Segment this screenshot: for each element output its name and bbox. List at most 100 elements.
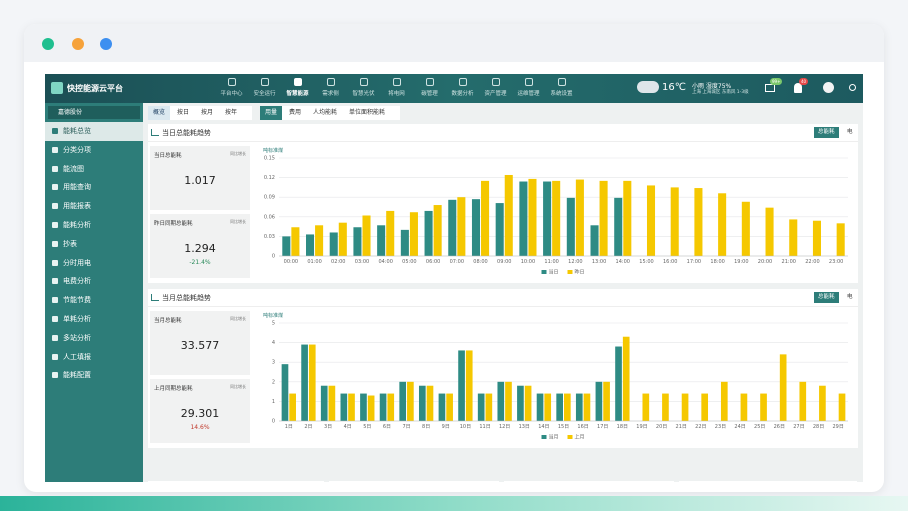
tab[interactable]: 人均能耗: [313, 109, 338, 116]
filter-button[interactable]: 气: [861, 292, 863, 303]
filter-button[interactable]: 总能耗: [814, 127, 839, 138]
bar: [426, 385, 434, 421]
nav-item[interactable]: 平台中心: [215, 77, 248, 101]
site-select[interactable]: 嘉德股份: [48, 106, 140, 119]
filter-button[interactable]: 气: [861, 127, 863, 138]
x-tick-label: 23日: [715, 424, 726, 430]
nav-item[interactable]: 需求侧: [314, 77, 347, 101]
filter-button[interactable]: 总能耗: [814, 292, 839, 303]
menu-item[interactable]: 节能节费: [45, 291, 143, 310]
card-value: 29.301: [180, 407, 220, 420]
x-tick-label: 12:00: [568, 259, 582, 265]
tab[interactable]: 单位面积能耗: [349, 109, 386, 116]
menu-item[interactable]: 电费分析: [45, 272, 143, 291]
nav-item[interactable]: 运维管理: [512, 77, 545, 101]
bar: [740, 393, 748, 421]
menu-item[interactable]: 用能报表: [45, 197, 143, 216]
nav-label: 资产管理: [484, 91, 507, 97]
bar: [320, 385, 328, 421]
nav-icon: [326, 78, 335, 86]
x-tick-label: 20:00: [758, 259, 772, 265]
weather-desc: 小雨 湿度75%: [692, 83, 732, 90]
avatar[interactable]: [823, 82, 834, 93]
x-tick-label: 21:00: [782, 259, 796, 265]
nav-item[interactable]: 碳管理: [413, 77, 446, 101]
panel: 当日总能耗趋势总能耗电气水当日总能耗同比增长1.017昨日同期总能耗同比增长1.…: [148, 124, 858, 283]
menu-item[interactable]: 单耗分析: [45, 310, 143, 329]
y-axis-label: 吨标准煤: [263, 147, 283, 154]
nav-item[interactable]: 智慧光伏: [347, 77, 380, 101]
x-tick-label: 20日: [656, 424, 667, 430]
card-value: 33.577: [180, 339, 220, 352]
bar: [338, 222, 347, 256]
legend-swatch: [567, 435, 573, 439]
x-tick-label: 13日: [519, 424, 530, 430]
filter-button[interactable]: 电: [847, 129, 853, 135]
bar: [799, 381, 807, 421]
menu-item[interactable]: 人工填报: [45, 348, 143, 367]
x-tick-label: 26日: [774, 424, 785, 430]
tab[interactable]: 概览: [148, 106, 171, 120]
bar: [590, 225, 599, 256]
nav-item[interactable]: 资产管理: [479, 77, 512, 101]
y-tick-label: 0.06: [264, 214, 275, 220]
y-tick-label: 0.12: [264, 175, 275, 181]
bar: [662, 393, 669, 421]
tab[interactable]: 费用: [289, 109, 302, 116]
bar: [720, 381, 728, 421]
x-tick-label: 08:00: [473, 259, 487, 265]
nav-item[interactable]: 将电网: [380, 77, 413, 101]
bar: [838, 393, 846, 421]
filter-button[interactable]: 电: [847, 294, 853, 300]
bar: [575, 179, 584, 256]
divider: [148, 141, 858, 142]
tab[interactable]: 按日: [177, 109, 190, 116]
nav-item[interactable]: 安全运行: [248, 77, 281, 101]
menu-item[interactable]: 能流图: [45, 160, 143, 179]
menu-item[interactable]: 能耗总览: [45, 122, 143, 141]
menu-item[interactable]: 分类分项: [45, 141, 143, 160]
y-tick-label: 5: [272, 321, 275, 327]
nav-item[interactable]: 智慧能源: [281, 77, 314, 101]
nav-icon: [524, 78, 533, 86]
menu-item[interactable]: 抄表: [45, 235, 143, 254]
bar: [282, 236, 291, 256]
nav-icon: [227, 78, 236, 86]
bar: [291, 227, 300, 256]
x-tick-label: 19:00: [734, 259, 748, 265]
card-label: 当日总能耗: [154, 153, 182, 159]
bar: [315, 225, 324, 256]
settings-icon[interactable]: [849, 84, 856, 91]
x-tick-label: 14:00: [616, 259, 630, 265]
x-tick-label: 15:00: [639, 259, 653, 265]
bar: [360, 393, 367, 421]
card-change: -21.4%: [189, 259, 211, 266]
bar: [433, 205, 442, 256]
header: 快控能源云平台 16℃ 小雨 湿度75% 上海 上海城区 东南风 1-3级 平台…: [45, 74, 863, 103]
menu-item[interactable]: 分时用电: [45, 254, 143, 273]
tab[interactable]: 按月: [201, 109, 214, 116]
bar: [400, 229, 409, 256]
x-tick-label: 2日: [304, 424, 312, 430]
menu-item[interactable]: 多站分析: [45, 329, 143, 348]
nav-item[interactable]: 数据分析: [446, 77, 479, 101]
bell-icon[interactable]: [794, 83, 802, 93]
nav-icon: [458, 78, 467, 86]
card-note: 同比增长: [230, 219, 246, 224]
menu-item[interactable]: 用能查询: [45, 178, 143, 197]
x-tick-label: 06:00: [426, 259, 440, 265]
x-tick-label: 16日: [577, 424, 588, 430]
tab[interactable]: 用量: [260, 106, 283, 120]
nav-item[interactable]: 系统设置: [545, 77, 578, 101]
mail-icon[interactable]: [765, 84, 775, 92]
x-tick-label: 29日: [833, 424, 844, 430]
x-tick-label: 15日: [558, 424, 569, 430]
chart: 吨标准煤 0 0.03 0.06 0.09 0.12 0.15 00:00 01:00 02:00…: [263, 147, 848, 276]
temperature: 16℃: [662, 82, 686, 93]
menu-item[interactable]: 能耗配置: [45, 366, 143, 385]
tab[interactable]: 按年: [225, 109, 238, 116]
menu-item[interactable]: 能耗分析: [45, 216, 143, 235]
bar: [642, 393, 650, 421]
bar: [457, 197, 466, 256]
y-axis-label: 吨标准煤: [263, 312, 283, 319]
